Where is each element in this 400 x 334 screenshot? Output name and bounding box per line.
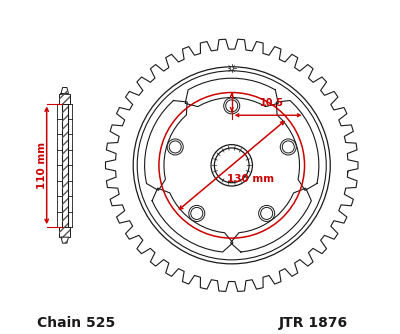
Polygon shape bbox=[61, 88, 68, 94]
Polygon shape bbox=[144, 101, 187, 190]
Bar bbox=[59, 94, 70, 104]
Circle shape bbox=[189, 205, 205, 221]
Bar bbox=[62, 104, 68, 227]
Circle shape bbox=[191, 207, 203, 219]
Circle shape bbox=[226, 100, 238, 112]
Circle shape bbox=[137, 71, 326, 260]
Circle shape bbox=[167, 139, 183, 155]
Circle shape bbox=[214, 148, 249, 183]
Circle shape bbox=[169, 141, 181, 153]
Polygon shape bbox=[230, 188, 311, 252]
Bar bbox=[59, 94, 70, 104]
Text: 130 mm: 130 mm bbox=[226, 174, 274, 184]
Circle shape bbox=[230, 67, 234, 70]
Circle shape bbox=[211, 145, 252, 186]
Circle shape bbox=[133, 67, 330, 264]
Polygon shape bbox=[185, 78, 278, 107]
Text: 110 mm: 110 mm bbox=[37, 142, 47, 189]
Circle shape bbox=[224, 98, 240, 114]
Bar bbox=[62, 104, 68, 227]
Text: JTR 1876: JTR 1876 bbox=[279, 316, 348, 330]
Polygon shape bbox=[106, 39, 358, 292]
Circle shape bbox=[280, 139, 296, 155]
Bar bbox=[59, 227, 70, 237]
Text: Chain 525: Chain 525 bbox=[37, 316, 116, 330]
Text: 10.5: 10.5 bbox=[260, 98, 284, 108]
Polygon shape bbox=[276, 101, 319, 190]
Polygon shape bbox=[61, 237, 68, 243]
Circle shape bbox=[259, 205, 275, 221]
Circle shape bbox=[282, 141, 294, 153]
Circle shape bbox=[261, 207, 273, 219]
Polygon shape bbox=[152, 188, 233, 252]
Bar bbox=[59, 227, 70, 237]
